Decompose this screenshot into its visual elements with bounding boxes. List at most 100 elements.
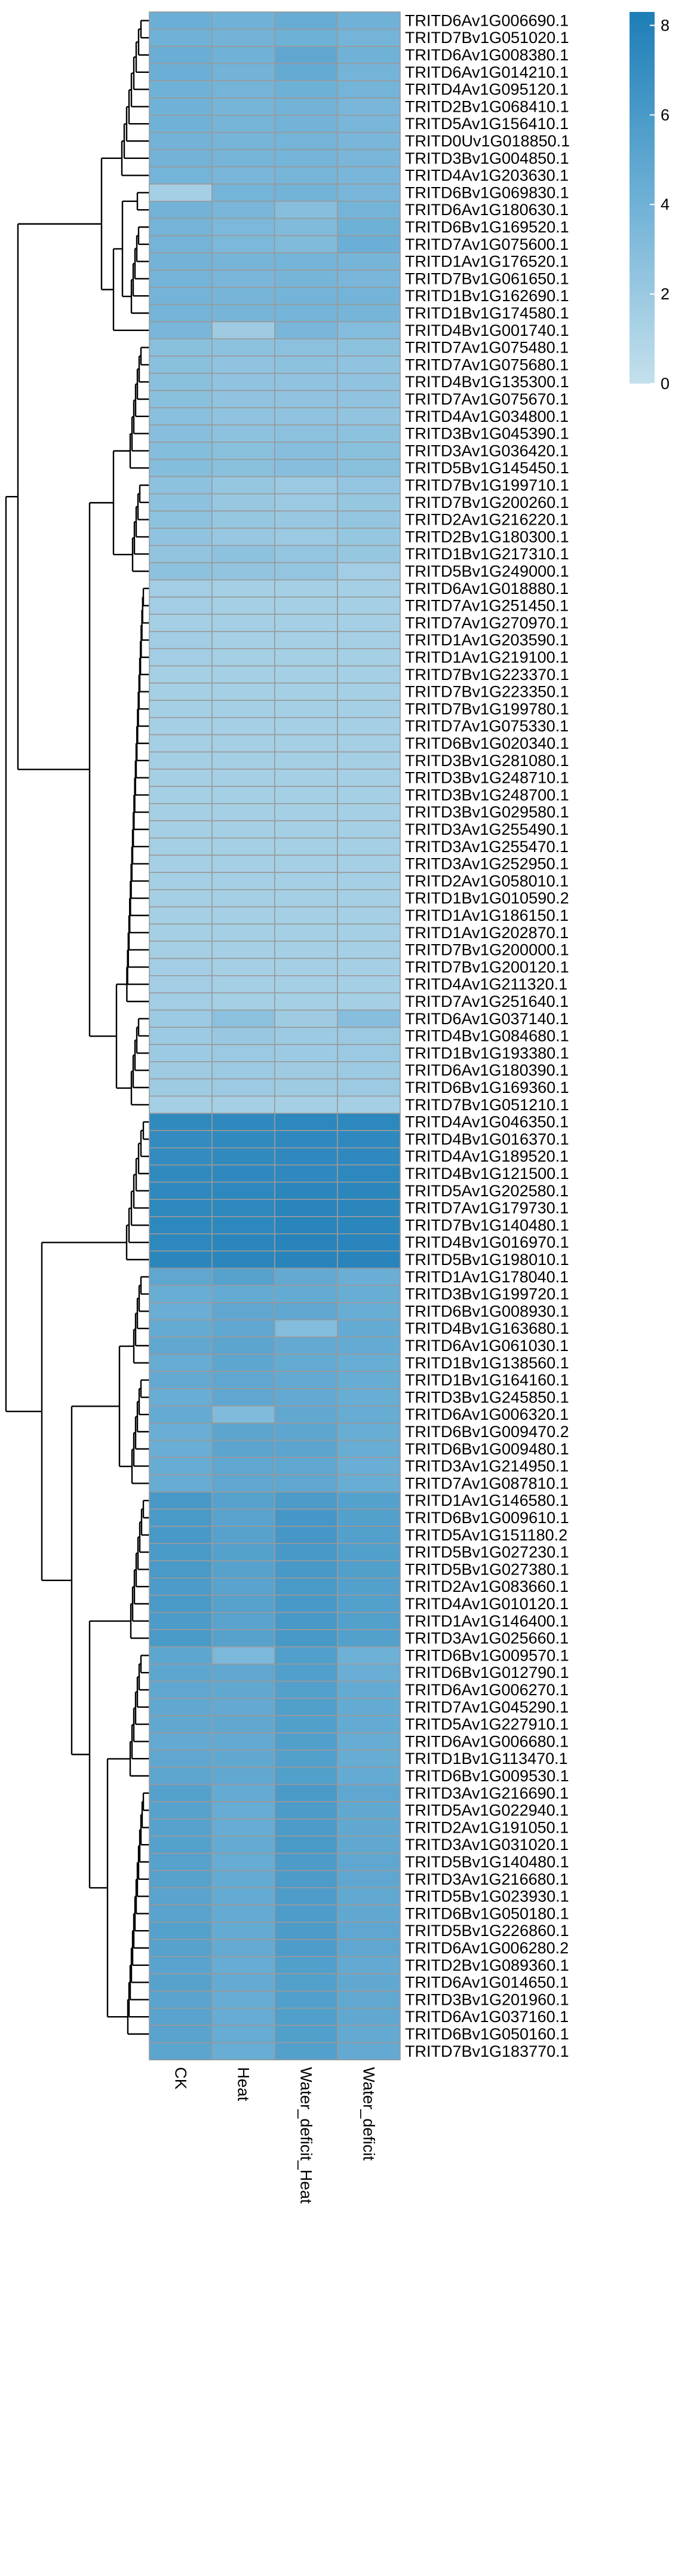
heatmap-cell	[149, 1181, 213, 1200]
heatmap-cell	[211, 1181, 275, 1200]
row-label: TRITD3Bv1G248700.1	[405, 786, 569, 804]
heatmap-cell	[149, 424, 213, 443]
heatmap-cell	[274, 1181, 338, 1200]
row-label: TRITD7Bv1G199710.1	[405, 476, 569, 494]
row-label: TRITD3Av1G031020.1	[405, 1836, 569, 1854]
heatmap-cell	[337, 1061, 401, 1080]
heatmap-cell	[274, 149, 338, 167]
heatmap-cell	[149, 1750, 213, 1768]
heatmap-cell	[274, 510, 338, 529]
heatmap-cell	[211, 1508, 275, 1527]
heatmap-cell	[211, 1560, 275, 1579]
heatmap-cell	[274, 665, 338, 684]
heatmap-cell	[149, 1543, 213, 1561]
heatmap-cell	[149, 442, 213, 460]
heatmap-cell	[211, 544, 275, 563]
heatmap-cell	[337, 1147, 401, 1166]
heatmap-cell	[211, 1044, 275, 1062]
heatmap-cell	[149, 1836, 213, 1854]
row-label: TRITD7Av1G075330.1	[405, 717, 569, 735]
heatmap-cell	[337, 304, 401, 323]
heatmap-cell	[211, 992, 275, 1011]
heatmap-cell	[211, 149, 275, 167]
row-label: TRITD5Bv1G023930.1	[405, 1888, 569, 1906]
row-label: TRITD4Bv1G016370.1	[405, 1130, 569, 1148]
heatmap-cell	[337, 1594, 401, 1613]
heatmap-cell	[211, 1836, 275, 1854]
heatmap-cell	[337, 1732, 401, 1751]
heatmap-cell	[337, 200, 401, 219]
heatmap-cell	[211, 286, 275, 305]
row-label: TRITD7Av1G045290.1	[405, 1698, 569, 1716]
heatmap-cell	[149, 1680, 213, 1699]
heatmap-cell	[274, 975, 338, 994]
heatmap-cell	[337, 734, 401, 753]
heatmap-cell	[337, 166, 401, 185]
row-label: TRITD1Av1G146580.1	[405, 1491, 569, 1509]
heatmap-cell	[149, 2042, 213, 2060]
heatmap-cell	[337, 252, 401, 271]
heatmap-cell	[337, 631, 401, 650]
heatmap-cell	[274, 1646, 338, 1665]
heatmap-cell	[337, 1233, 401, 1252]
heatmap-cell	[211, 1526, 275, 1544]
heatmap-cell	[149, 596, 213, 615]
heatmap-cell	[274, 786, 338, 804]
heatmap-cell	[274, 218, 338, 237]
heatmap-cell	[337, 338, 401, 357]
row-labels: TRITD6Av1G006690.1TRITD7Bv1G051020.1TRIT…	[405, 11, 570, 2060]
heatmap-cell	[149, 510, 213, 529]
heatmap-cell	[274, 596, 338, 615]
heatmap-cell	[274, 2024, 338, 2044]
heatmap-cell	[149, 803, 213, 822]
heatmap-cell	[211, 235, 275, 253]
heatmap-cell	[211, 1422, 275, 1441]
heatmap-cell	[211, 1027, 275, 1045]
row-label: TRITD7Av1G251450.1	[405, 597, 569, 615]
row-label: TRITD3Av1G036420.1	[405, 442, 569, 460]
heatmap-cell	[274, 166, 338, 185]
row-label: TRITD3Av1G216680.1	[405, 1870, 569, 1888]
heatmap-cell	[274, 200, 338, 219]
row-label: TRITD6Bv1G169520.1	[405, 218, 569, 236]
row-label: TRITD4Av1G211320.1	[405, 975, 567, 993]
heatmap-cell	[211, 1302, 275, 1321]
heatmap-cell	[211, 1405, 275, 1424]
heatmap-cell	[211, 717, 275, 736]
heatmap-cell	[211, 837, 275, 856]
heatmap-cell	[211, 734, 275, 753]
heatmap-cell	[211, 1474, 275, 1493]
heatmap-cell	[149, 1061, 213, 1080]
heatmap-cell	[274, 338, 338, 357]
heatmap-cell	[149, 958, 213, 976]
row-label: TRITD2Av1G216220.1	[405, 511, 569, 529]
row-label: TRITD6Av1G014210.1	[405, 63, 569, 81]
heatmap-cell	[274, 131, 338, 151]
heatmap-cell	[149, 252, 213, 271]
row-label: TRITD6Av1G180630.1	[405, 201, 569, 219]
heatmap-cell	[211, 2042, 275, 2060]
heatmap-cell	[337, 476, 401, 495]
heatmap-cell	[149, 975, 213, 994]
heatmap-cell	[274, 269, 338, 288]
heatmap-cell	[337, 458, 401, 477]
heatmap-cell	[211, 1267, 275, 1286]
heatmap-cell	[149, 544, 213, 563]
heatmap-cell	[149, 1405, 213, 1424]
heatmap-cell	[274, 458, 338, 477]
heatmap-cell	[149, 1302, 213, 1321]
heatmap-cell	[211, 614, 275, 632]
heatmap-cell	[211, 596, 275, 615]
row-label: TRITD2Bv1G089360.1	[405, 1956, 569, 1974]
row-label: TRITD1Av1G186150.1	[405, 906, 569, 924]
row-label: TRITD7Bv1G061650.1	[405, 269, 569, 287]
heatmap-cell	[149, 286, 213, 305]
heatmap-cell	[149, 1422, 213, 1441]
row-label: TRITD5Av1G156410.1	[405, 115, 569, 133]
heatmap-cell	[211, 958, 275, 976]
heatmap-cell	[337, 1044, 401, 1062]
row-label: TRITD7Av1G270970.1	[405, 614, 569, 632]
heatmap-cell	[149, 1904, 213, 1923]
heatmap-cell	[149, 923, 213, 942]
